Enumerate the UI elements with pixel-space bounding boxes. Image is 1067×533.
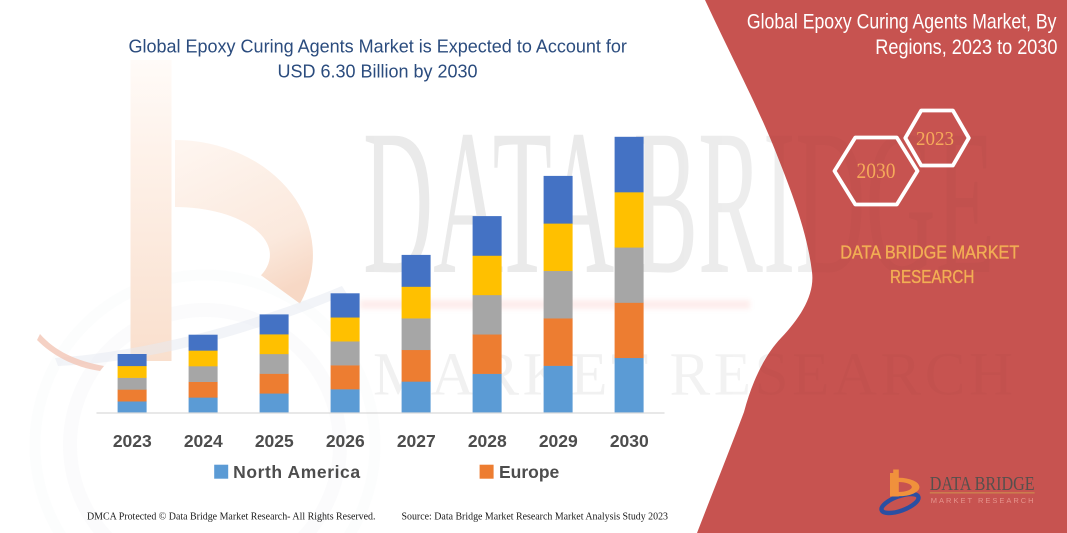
svg-text:Global Epoxy Curing Agents Mar: Global Epoxy Curing Agents Market is Exp…: [128, 35, 627, 56]
svg-text:DATA BRIDGE: DATA BRIDGE: [363, 87, 995, 317]
svg-text:USD 6.30 Billion by 2030: USD 6.30 Billion by 2030: [278, 61, 478, 82]
svg-text:2030: 2030: [610, 431, 649, 451]
svg-text:DATA BRIDGE: DATA BRIDGE: [930, 474, 1035, 495]
svg-text:2025: 2025: [255, 431, 294, 451]
svg-text:2028: 2028: [468, 431, 507, 451]
svg-text:Regions, 2023 to 2030: Regions, 2023 to 2030: [875, 35, 1057, 59]
svg-text:Source: Data Bridge Market Res: Source: Data Bridge Market Research Mark…: [402, 512, 669, 523]
svg-text:2026: 2026: [326, 431, 365, 451]
svg-text:MARKET RESEARCH: MARKET RESEARCH: [373, 342, 1013, 409]
svg-text:2029: 2029: [539, 431, 578, 451]
svg-text:Global Epoxy Curing Agents Mar: Global Epoxy Curing Agents Market, By: [747, 10, 1057, 34]
svg-text:2024: 2024: [184, 431, 223, 451]
svg-text:Europe: Europe: [499, 462, 560, 482]
svg-text:RESEARCH: RESEARCH: [890, 267, 974, 287]
svg-text:2030: 2030: [857, 158, 896, 183]
svg-text:2023: 2023: [113, 431, 152, 451]
svg-text:MARKET RESEARCH: MARKET RESEARCH: [931, 496, 1034, 505]
svg-text:2027: 2027: [397, 431, 436, 451]
svg-text:2023: 2023: [916, 129, 954, 150]
svg-text:DATA BRIDGE MARKET: DATA BRIDGE MARKET: [840, 243, 1019, 263]
svg-text:DMCA Protected © Data Bridge M: DMCA Protected © Data Bridge Market Rese…: [87, 511, 376, 523]
svg-text:North America: North America: [233, 462, 360, 482]
